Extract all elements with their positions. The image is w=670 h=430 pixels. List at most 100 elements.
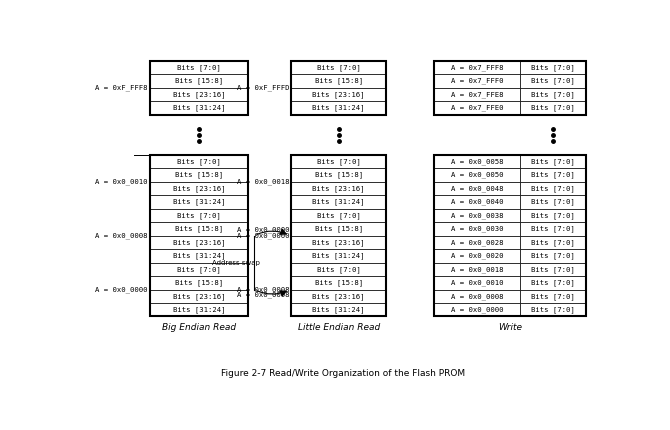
Text: A = 0x0_0040: A = 0x0_0040	[451, 199, 503, 205]
Bar	[434, 263, 520, 276]
Text: A = 0x0_0000: A = 0x0_0000	[94, 286, 147, 293]
Bar	[291, 263, 386, 276]
Text: Bits [31:24]: Bits [31:24]	[173, 306, 225, 313]
Text: A = 0x0_0018: A = 0x0_0018	[451, 266, 503, 273]
Bar	[434, 249, 520, 263]
Text: Bits [7:0]: Bits [7:0]	[177, 64, 220, 71]
Bar	[291, 101, 386, 115]
Text: Write: Write	[498, 322, 522, 332]
Text: Bits [23:16]: Bits [23:16]	[173, 239, 225, 246]
Bar	[149, 303, 248, 316]
Text: Address swap: Address swap	[212, 260, 259, 266]
Text: Bits [7:0]: Bits [7:0]	[531, 266, 575, 273]
Text: A = 0x0_0000: A = 0x0_0000	[451, 307, 503, 313]
Text: Bits [23:16]: Bits [23:16]	[173, 293, 225, 300]
Bar	[291, 236, 386, 249]
Text: A = 0x0_0000: A = 0x0_0000	[237, 232, 289, 239]
Bar	[291, 222, 386, 236]
Bar	[149, 101, 248, 115]
Bar	[520, 263, 586, 276]
Text: Bits [15:8]: Bits [15:8]	[175, 280, 223, 286]
Bar	[434, 209, 520, 222]
Bar	[520, 236, 586, 249]
Text: Bits [7:0]: Bits [7:0]	[531, 280, 575, 286]
Bar	[149, 168, 248, 182]
Bar	[434, 303, 520, 316]
Bar	[520, 168, 586, 182]
Text: A = 0x0_0010: A = 0x0_0010	[94, 178, 147, 185]
Bar	[291, 276, 386, 289]
Text: A = 0x0_0050: A = 0x0_0050	[451, 172, 503, 178]
Text: Bits [7:0]: Bits [7:0]	[531, 91, 575, 98]
Text: Bits [7:0]: Bits [7:0]	[531, 306, 575, 313]
Bar	[520, 303, 586, 316]
Bar	[149, 88, 248, 101]
Bar	[520, 61, 586, 74]
Bar	[520, 222, 586, 236]
Text: A = 0x0_0008: A = 0x0_0008	[94, 232, 147, 239]
Bar	[434, 222, 520, 236]
Bar	[520, 195, 586, 209]
Bar	[434, 155, 586, 316]
Bar	[434, 88, 520, 101]
Bar	[520, 249, 586, 263]
Text: Bits [15:8]: Bits [15:8]	[315, 225, 362, 232]
Text: Bits [7:0]: Bits [7:0]	[531, 293, 575, 300]
Text: Bits [7:0]: Bits [7:0]	[531, 64, 575, 71]
Text: Bits [7:0]: Bits [7:0]	[317, 158, 360, 165]
Text: Bits [31:24]: Bits [31:24]	[312, 306, 365, 313]
Text: Bits [7:0]: Bits [7:0]	[177, 212, 220, 219]
Bar	[520, 155, 586, 168]
Text: Bits [7:0]: Bits [7:0]	[531, 104, 575, 111]
Bar	[291, 168, 386, 182]
Text: Bits [15:8]: Bits [15:8]	[175, 225, 223, 232]
Bar	[434, 61, 586, 115]
Text: A = 0x0_0000: A = 0x0_0000	[237, 227, 289, 233]
Text: A = 0x0_0008: A = 0x0_0008	[237, 286, 289, 293]
Text: A = 0x7_FFE0: A = 0x7_FFE0	[451, 104, 503, 111]
Text: A = 0x0_0058: A = 0x0_0058	[451, 158, 503, 165]
Bar	[291, 155, 386, 168]
Bar	[291, 289, 386, 303]
Text: A = 0x0_0008: A = 0x0_0008	[451, 293, 503, 300]
Text: Bits [23:16]: Bits [23:16]	[173, 91, 225, 98]
Bar	[149, 195, 248, 209]
Text: A = 0xF_FFF8: A = 0xF_FFF8	[94, 84, 147, 91]
Text: Bits [7:0]: Bits [7:0]	[177, 158, 220, 165]
Text: Bits [23:16]: Bits [23:16]	[312, 185, 365, 192]
Bar	[291, 195, 386, 209]
Bar	[291, 303, 386, 316]
Bar	[520, 88, 586, 101]
Text: Bits [23:16]: Bits [23:16]	[312, 293, 365, 300]
Text: A = 0x0_0048: A = 0x0_0048	[451, 185, 503, 192]
Text: A = 0x0_0008: A = 0x0_0008	[237, 292, 289, 298]
Text: A = 0x7_FFF8: A = 0x7_FFF8	[451, 64, 503, 71]
Bar	[149, 263, 248, 276]
Bar	[149, 222, 248, 236]
Text: Bits [7:0]: Bits [7:0]	[177, 266, 220, 273]
Text: Bits [15:8]: Bits [15:8]	[175, 78, 223, 84]
Text: A = 0x0_0020: A = 0x0_0020	[451, 252, 503, 259]
Text: Big Endian Read: Big Endian Read	[161, 322, 236, 332]
Text: Bits [7:0]: Bits [7:0]	[531, 185, 575, 192]
Text: Bits [31:24]: Bits [31:24]	[173, 252, 225, 259]
Bar	[291, 61, 386, 115]
Bar	[434, 101, 520, 115]
Bar	[434, 182, 520, 195]
Bar	[149, 276, 248, 289]
Text: Bits [7:0]: Bits [7:0]	[531, 212, 575, 219]
Bar	[291, 155, 386, 316]
Text: Bits [7:0]: Bits [7:0]	[531, 252, 575, 259]
Bar	[434, 74, 520, 88]
Text: A = 0x0_0028: A = 0x0_0028	[451, 239, 503, 246]
Text: Bits [31:24]: Bits [31:24]	[173, 104, 225, 111]
Text: A = 0x0_0038: A = 0x0_0038	[451, 212, 503, 219]
Bar	[149, 182, 248, 195]
Text: Bits [7:0]: Bits [7:0]	[317, 266, 360, 273]
Bar	[434, 236, 520, 249]
Bar	[149, 249, 248, 263]
Text: Bits [7:0]: Bits [7:0]	[531, 225, 575, 232]
Text: Bits [7:0]: Bits [7:0]	[317, 212, 360, 219]
Text: Bits [23:16]: Bits [23:16]	[312, 91, 365, 98]
Bar	[291, 61, 386, 74]
